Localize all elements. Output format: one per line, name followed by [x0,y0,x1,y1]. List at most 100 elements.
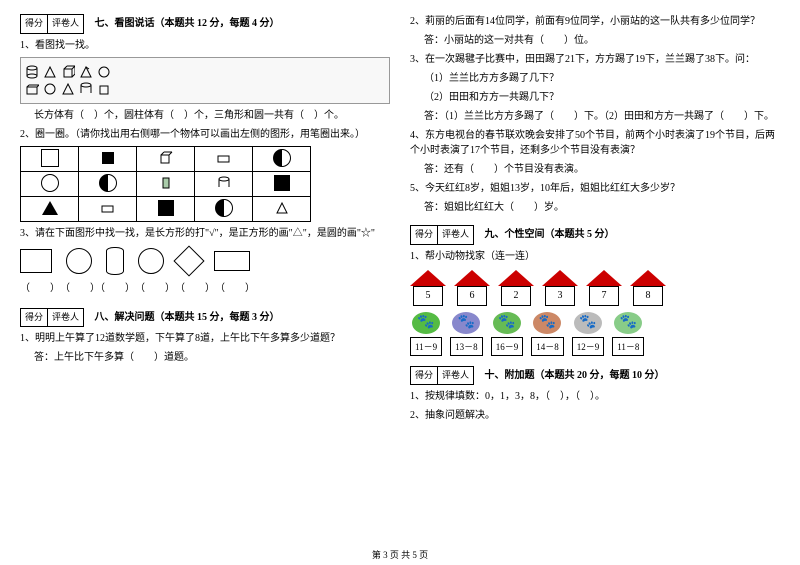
animal-item: 🐾16－9 [491,312,524,356]
house-number: 2 [501,286,531,306]
table-row [21,196,311,221]
q8-2-text: 2、莉丽的后面有14位同学，前面有9位同学，小丽站的这一队共有多少位同学？ [410,14,780,29]
dice-icon [274,175,290,191]
q8-3-answer: 答：（1）兰兰比方方多踢了（ ）下。（2）田田和方方一共踢了（ ）下。 [410,109,780,124]
q10-1-text: 1、按规律填数：0，1，3，8，（ ），（ ）。 [410,389,780,404]
cuboid-icon [25,82,39,96]
circle-icon [97,65,111,79]
animal-icon: 🐾 [493,312,521,334]
animal-expr: 14－8 [531,337,564,356]
diamond-icon [173,245,204,276]
table-row [21,146,311,171]
house-item: 3 [542,270,578,306]
score-box: 得分 评卷人 [410,225,474,245]
q10-2-text: 2、抽象问题解决。 [410,408,780,423]
pyramid-icon [275,201,289,215]
score-label: 得分 [21,15,48,33]
rectangle-icon [20,249,52,273]
house-item: 5 [410,270,446,306]
animal-icon: 🐾 [574,312,602,334]
animal-icon: 🐾 [452,312,480,334]
house-number: 7 [589,286,619,306]
cube-icon [61,65,75,79]
house-number: 3 [545,286,575,306]
page-container: 得分 评卷人 七、看图说话（本题共 12 分，每题 4 分） 1、看图找一找。 [0,0,800,437]
score-box: 得分 评卷人 [20,14,84,34]
roof-icon [586,270,622,286]
triangle-icon [43,65,57,79]
roof-icon [542,270,578,286]
houses-row: 562378 [410,270,780,306]
section-9-title: 九、个性空间（本题共 5 分） [485,229,615,240]
roof-icon [454,270,490,286]
q8-3-sub2: （2）田田和方方一共踢几下？ [410,90,780,105]
q8-2-answer: 答：小丽站的这一对共有（ ）位。 [410,33,780,48]
dice-icon [158,200,174,216]
can-icon [159,176,173,190]
section-10-header: 得分 评卷人 十、附加题（本题共 20 分，每题 10 分） [410,366,780,386]
animal-expr: 13－8 [450,337,483,356]
q8-4-text: 4、东方电视台的春节联欢晚会安排了50个节目，前两个小时表演了19个节目，后两个… [410,128,780,158]
half-circle-icon [99,174,117,192]
animal-item: 🐾 12－9 [572,312,605,356]
right-column: 2、莉丽的后面有14位同学，前面有9位同学，小丽站的这一队共有多少位同学？ 答：… [410,10,780,427]
q8-3-text: 3、在一次踢毽子比赛中，田田踢了21下，方方踢了19下，兰兰踢了38下。问： [410,52,780,67]
q8-1-answer: 答：上午比下午多算（ ）道题。 [20,350,390,365]
q7-1-caption: 长方体有（ ）个，圆柱体有（ ）个，三角形和圆一共有（ ）个。 [20,108,390,123]
score-box: 得分 评卷人 [410,366,474,386]
circle-icon [43,82,57,96]
cylinder-icon [217,176,231,190]
cuboid-icon [217,151,231,165]
house-item: 7 [586,270,622,306]
left-column: 得分 评卷人 七、看图说话（本题共 12 分，每题 4 分） 1、看图找一找。 [20,10,390,427]
q7-3-shapes [20,247,390,275]
prism-icon [79,65,93,79]
animals-row: 🐾11－9🐾13－8🐾16－9🐾14－8🐾12－9🐾11－8 [410,312,780,356]
q7-2-text: 2、圈一圈。（请你找出用右侧哪一个物体可以画出左侧的图形，用笔圈出来。） [20,127,390,142]
q7-2-table [20,146,311,222]
page-footer: 第 3 页 共 5 页 [0,548,800,561]
roof-icon [410,270,446,286]
animal-expr: 11－8 [612,337,644,356]
reviewer-label: 评卷人 [438,367,473,385]
animal-item: 🐾11－9 [410,312,442,356]
triangle-icon [42,201,58,215]
animal-expr: 12－9 [572,337,605,356]
animal-item: 🐾 13－8 [450,312,483,356]
dice-icon [100,150,116,166]
reviewer-label: 评卷人 [48,15,83,33]
q7-3-brackets: （ ） （ ）（ ） （ ） （ ） （ ） [20,281,390,296]
reviewer-label: 评卷人 [48,309,83,327]
q7-1-figure [20,57,390,104]
section-8-header: 得分 评卷人 八、解决问题（本题共 15 分，每题 3 分） [20,308,390,328]
q9-1-text: 1、帮小动物找家（连一连） [410,249,780,264]
house-item: 6 [454,270,490,306]
section-7-header: 得分 评卷人 七、看图说话（本题共 12 分，每题 4 分） [20,14,390,34]
score-label: 得分 [411,367,438,385]
q8-4-answer: 答：还有（ ）个节目没有表演。 [410,162,780,177]
ball-icon [215,199,233,217]
cuboid-icon [101,201,115,215]
roof-icon [630,270,666,286]
ball-icon [273,149,291,167]
house-item: 8 [630,270,666,306]
triangle-icon [61,82,75,96]
q8-5-text: 5、今天红红8岁，姐姐13岁，10年后，姐姐比红红大多少岁？ [410,181,780,196]
table-row [21,171,311,196]
circle-icon [138,248,164,274]
animal-expr: 11－9 [410,337,442,356]
q8-3-sub1: （1）兰兰比方方多踢了几下？ [410,71,780,86]
house-number: 5 [413,286,443,306]
section-7-title: 七、看图说话（本题共 12 分，每题 4 分） [95,18,280,29]
roof-icon [498,270,534,286]
q8-5-answer: 答：姐姐比红红大（ ）岁。 [410,200,780,215]
rectangle-icon [214,251,250,271]
animal-icon: 🐾 [614,312,642,334]
cylinder-icon [79,82,93,96]
reviewer-label: 评卷人 [438,226,473,244]
circle-icon [41,174,59,192]
score-label: 得分 [21,309,48,327]
section-9-header: 得分 评卷人 九、个性空间（本题共 5 分） [410,225,780,245]
cube-icon [97,82,111,96]
q7-3-text: 3、请在下面图形中找一找，是长方形的打"√"，是正方形的画"△"，是圆的画"☆" [20,226,390,241]
